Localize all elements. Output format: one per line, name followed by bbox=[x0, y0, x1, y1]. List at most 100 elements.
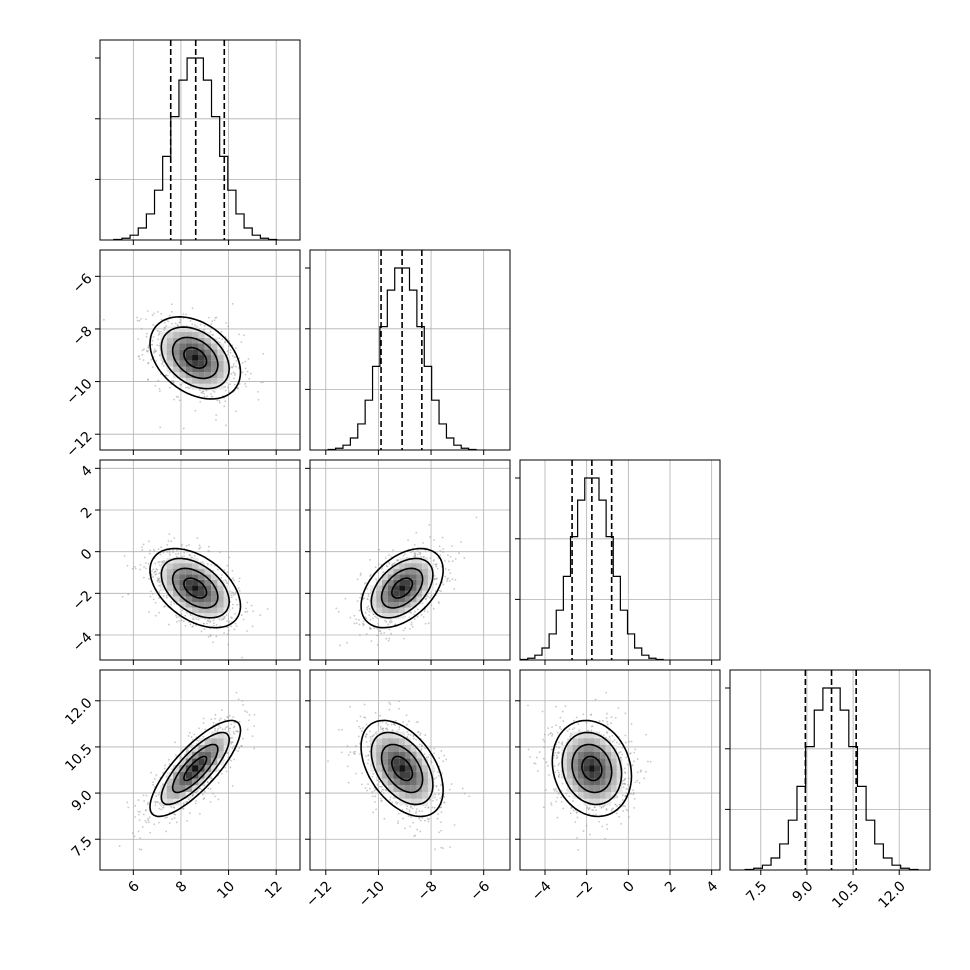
point bbox=[402, 637, 405, 640]
density-cell bbox=[192, 378, 199, 384]
point bbox=[219, 717, 222, 720]
point bbox=[215, 418, 217, 421]
point bbox=[134, 567, 137, 570]
point bbox=[157, 578, 160, 581]
point bbox=[232, 365, 235, 367]
density-cell bbox=[198, 585, 205, 591]
density-cell bbox=[173, 791, 180, 799]
density-cell bbox=[198, 607, 205, 614]
point bbox=[369, 573, 372, 576]
point bbox=[203, 395, 206, 398]
panel-0-0 bbox=[95, 39, 301, 245]
point bbox=[156, 310, 159, 313]
point bbox=[172, 551, 175, 554]
point bbox=[359, 753, 361, 756]
point bbox=[154, 573, 157, 576]
point bbox=[206, 562, 209, 565]
point bbox=[257, 398, 260, 401]
point bbox=[214, 727, 216, 730]
point bbox=[439, 554, 442, 557]
point bbox=[144, 562, 147, 564]
point bbox=[358, 609, 361, 612]
point bbox=[157, 379, 160, 382]
point bbox=[237, 587, 240, 589]
point bbox=[405, 714, 408, 717]
point bbox=[220, 574, 223, 576]
point bbox=[394, 801, 397, 804]
density-cell bbox=[179, 326, 186, 333]
density-cell bbox=[185, 563, 193, 569]
point bbox=[419, 553, 422, 556]
point bbox=[230, 596, 233, 599]
point bbox=[428, 817, 431, 820]
density-cell bbox=[211, 738, 218, 745]
density-cell bbox=[422, 563, 428, 569]
point bbox=[429, 536, 431, 538]
point bbox=[366, 762, 369, 765]
point bbox=[416, 549, 419, 552]
point bbox=[376, 783, 379, 786]
point bbox=[230, 616, 232, 619]
point bbox=[397, 812, 400, 815]
point bbox=[377, 563, 380, 565]
point bbox=[158, 581, 161, 584]
point bbox=[374, 732, 377, 735]
point bbox=[435, 798, 438, 801]
point bbox=[412, 737, 415, 740]
density-cell bbox=[376, 607, 382, 614]
density-cell bbox=[173, 765, 180, 772]
density-cell bbox=[217, 378, 224, 384]
density-cell bbox=[370, 601, 377, 608]
density-cell bbox=[192, 765, 199, 772]
point bbox=[152, 598, 155, 601]
point bbox=[246, 630, 248, 632]
density-cell bbox=[204, 590, 212, 597]
point bbox=[266, 608, 269, 610]
density-cell bbox=[381, 585, 388, 591]
point bbox=[154, 804, 157, 807]
point bbox=[237, 367, 240, 369]
density-cell bbox=[217, 372, 224, 379]
density-cell bbox=[166, 785, 174, 792]
point bbox=[185, 544, 188, 547]
point bbox=[233, 377, 235, 380]
density-cell bbox=[185, 579, 193, 586]
point bbox=[187, 734, 190, 737]
point bbox=[174, 322, 177, 325]
point bbox=[223, 632, 226, 634]
point bbox=[202, 622, 205, 625]
point bbox=[451, 560, 454, 562]
point bbox=[171, 818, 173, 820]
point bbox=[427, 806, 430, 809]
point bbox=[212, 334, 215, 336]
point bbox=[147, 362, 149, 365]
point bbox=[172, 549, 174, 552]
point bbox=[168, 533, 171, 535]
density-cell bbox=[198, 372, 205, 379]
point bbox=[406, 736, 409, 738]
point bbox=[386, 565, 389, 568]
density-cell bbox=[211, 596, 218, 602]
density-cell bbox=[173, 366, 180, 373]
point bbox=[380, 799, 383, 802]
point bbox=[433, 806, 436, 809]
point bbox=[427, 622, 430, 625]
point bbox=[373, 627, 376, 630]
point bbox=[407, 733, 410, 736]
point bbox=[141, 353, 144, 356]
density-cell bbox=[204, 366, 212, 373]
point bbox=[442, 760, 445, 763]
point bbox=[364, 787, 367, 789]
point bbox=[409, 825, 411, 828]
density-cell bbox=[376, 579, 382, 586]
density-cell bbox=[223, 596, 231, 602]
point bbox=[212, 389, 215, 392]
point bbox=[375, 808, 378, 811]
point bbox=[377, 724, 380, 727]
point bbox=[199, 400, 202, 403]
density-cell bbox=[211, 366, 218, 373]
point bbox=[235, 410, 237, 413]
contour-2-0-2 bbox=[160, 557, 231, 619]
point bbox=[383, 631, 386, 634]
density-cell bbox=[410, 568, 417, 575]
